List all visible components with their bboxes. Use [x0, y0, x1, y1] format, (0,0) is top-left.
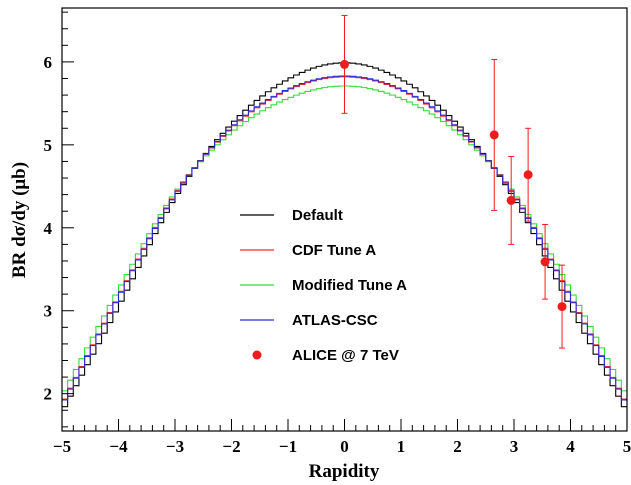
y-tick-label: 5 — [44, 136, 53, 155]
x-tick-label: 4 — [566, 437, 575, 456]
legend-entry: ATLAS-CSC — [240, 312, 378, 329]
x-tick-label: 0 — [340, 437, 349, 456]
legend-entry: Default — [240, 207, 343, 224]
x-tick-label: 5 — [623, 437, 631, 456]
x-tick-label: 3 — [510, 437, 519, 456]
data-points — [340, 14, 567, 349]
y-tick-label: 3 — [44, 302, 53, 321]
x-tick-label: −2 — [222, 437, 240, 456]
y-tick-label: 6 — [44, 53, 53, 72]
legend-marker — [252, 350, 262, 360]
x-axis-title: Rapidity — [309, 461, 380, 482]
legend-entry: Modified Tune A — [240, 277, 407, 294]
data-point — [540, 223, 550, 300]
legend-label: CDF Tune A — [292, 242, 376, 259]
data-point — [506, 155, 516, 245]
point-marker — [340, 59, 349, 69]
x-tick-label: −1 — [279, 437, 297, 456]
legend-label: Modified Tune A — [292, 277, 407, 294]
x-tick-label: −3 — [166, 437, 184, 456]
data-point — [557, 264, 567, 349]
legend: Default CDF Tune A Modified Tune A ATLAS-CS… — [240, 207, 407, 364]
x-tick-label: 2 — [453, 437, 462, 456]
legend-label: Default — [292, 207, 343, 224]
x-tick-label: 1 — [397, 437, 406, 456]
x-tick-label: −5 — [53, 437, 71, 456]
data-point — [340, 14, 349, 114]
y-tick-label: 2 — [44, 385, 53, 404]
legend-entry: CDF Tune A — [240, 242, 376, 259]
point-marker — [489, 130, 499, 140]
y-axis-ticks: 2 3 4 5 6 — [44, 11, 74, 428]
legend-label: ATLAS-CSC — [292, 312, 378, 329]
point-marker — [506, 195, 516, 205]
legend-label: ALICE @ 7 TeV — [292, 347, 399, 364]
point-marker — [557, 302, 567, 312]
point-marker — [540, 257, 550, 267]
data-point — [489, 58, 499, 211]
y-tick-label: 4 — [44, 219, 53, 238]
y-axis-title: BR dσ/dy (μb) — [9, 162, 30, 278]
x-tick-label: −4 — [109, 437, 128, 456]
legend-entry: ALICE @ 7 TeV — [252, 347, 399, 364]
data-point — [523, 127, 533, 222]
x-axis-ticks: −5 −4 −3 −2 −1 0 1 2 3 4 5 — [53, 419, 631, 456]
point-marker — [523, 170, 533, 180]
